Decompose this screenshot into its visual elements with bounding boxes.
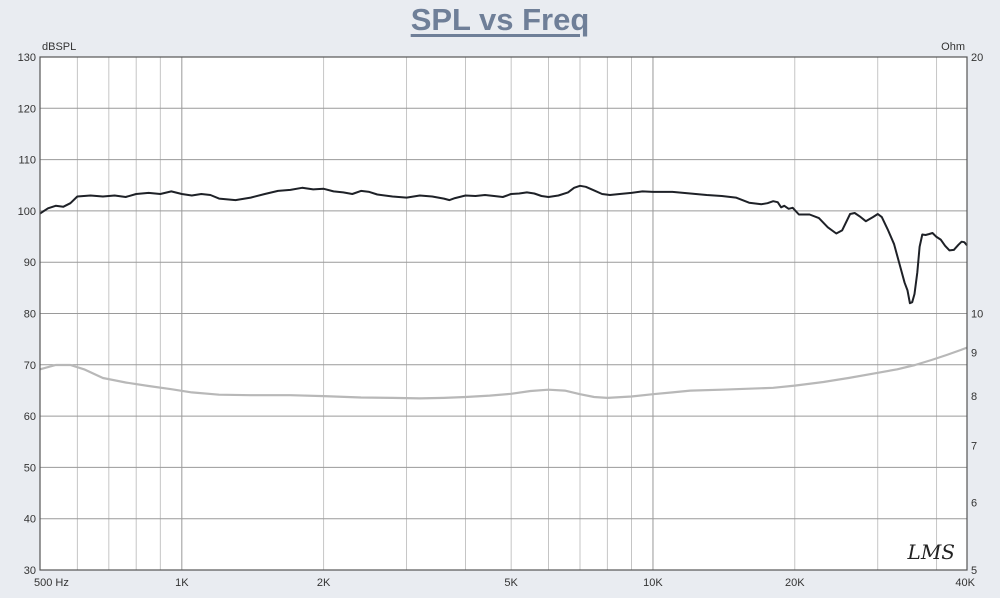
y-left-tick-label: 50 bbox=[24, 462, 36, 474]
x-tick-label: 500 Hz bbox=[34, 577, 69, 589]
spl-curve bbox=[39, 184, 968, 305]
y-left-tick-label: 90 bbox=[24, 257, 36, 269]
y-right-tick-label: 9 bbox=[971, 347, 977, 359]
x-tick-label: 40K bbox=[955, 577, 975, 589]
y-right-tick-label: 20 bbox=[971, 52, 983, 64]
y-left-tick-label: 110 bbox=[18, 155, 36, 167]
y-left-tick-label: 60 bbox=[24, 411, 36, 423]
y-left-tick-label: 70 bbox=[24, 360, 36, 372]
y-right-tick-label: 6 bbox=[971, 498, 977, 510]
y-right-axis-label: Ohm bbox=[941, 41, 965, 53]
lms-logo: LMS bbox=[907, 540, 955, 564]
x-tick-label: 2K bbox=[317, 577, 331, 589]
y-right-tick-label: 7 bbox=[971, 440, 977, 452]
plot-frame bbox=[39, 56, 968, 571]
x-tick-label: 20K bbox=[785, 577, 805, 589]
x-tick-label: 1K bbox=[175, 577, 189, 589]
chart-title: SPL vs Freq bbox=[410, 2, 590, 37]
y-right-tick-label: 10 bbox=[971, 309, 983, 321]
y-left-axis-label: dBSPL bbox=[42, 41, 76, 53]
y-left-tick-label: 80 bbox=[24, 309, 36, 321]
y-left-tick-label: 30 bbox=[24, 565, 36, 577]
x-tick-label: 10K bbox=[643, 577, 663, 589]
y-left-tick-label: 120 bbox=[18, 103, 36, 115]
y-right-tick-label: 8 bbox=[971, 391, 977, 403]
y-left-tick-label: 130 bbox=[18, 52, 36, 64]
x-tick-label: 5K bbox=[504, 577, 518, 589]
y-left-tick-label: 40 bbox=[24, 514, 36, 526]
y-left-tick-label: 100 bbox=[18, 206, 36, 218]
y-right-tick-label: 5 bbox=[971, 565, 977, 577]
impedance-curve bbox=[39, 346, 968, 400]
